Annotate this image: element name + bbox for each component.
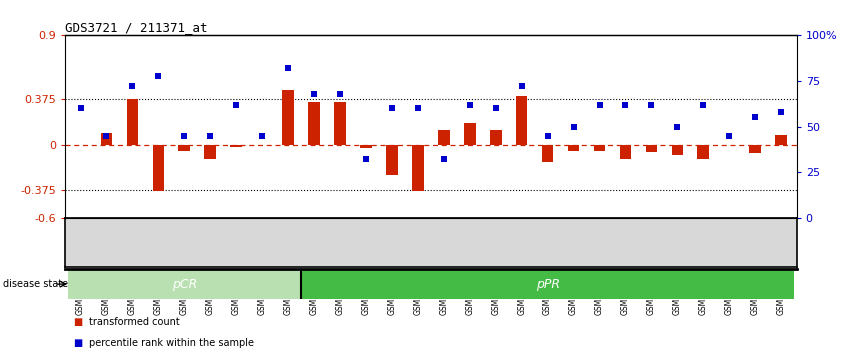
Point	[281, 65, 295, 71]
Bar	[594, 145, 605, 151]
Point	[307, 91, 321, 97]
Bar	[775, 135, 787, 145]
Point	[411, 105, 425, 111]
Text: pCR: pCR	[171, 278, 197, 291]
Bar	[178, 145, 191, 151]
Point	[255, 133, 269, 138]
Bar	[412, 145, 423, 191]
Point	[748, 115, 762, 120]
Point	[696, 102, 710, 108]
Text: GDS3721 / 211371_at: GDS3721 / 211371_at	[65, 21, 208, 34]
Point	[592, 102, 606, 108]
Point	[644, 102, 658, 108]
Bar	[619, 145, 631, 159]
Point	[74, 105, 87, 111]
Bar	[282, 90, 294, 145]
Text: percentile rank within the sample: percentile rank within the sample	[89, 338, 255, 348]
Bar	[204, 145, 216, 159]
Point	[385, 105, 399, 111]
Point	[333, 91, 347, 97]
Point	[126, 84, 139, 89]
Bar	[386, 145, 397, 175]
Bar	[126, 99, 139, 145]
Bar	[671, 145, 683, 154]
Text: transformed count: transformed count	[89, 317, 180, 327]
Point	[152, 73, 165, 78]
Text: ■: ■	[74, 317, 86, 327]
Point	[722, 133, 736, 138]
Point	[514, 84, 528, 89]
Bar	[438, 130, 449, 145]
Bar	[360, 145, 372, 148]
Point	[774, 109, 788, 115]
Point	[359, 156, 373, 162]
Point	[670, 124, 684, 130]
Bar	[645, 145, 657, 152]
Bar	[301, 269, 794, 299]
Bar	[308, 102, 320, 145]
Point	[462, 102, 476, 108]
Point	[488, 105, 502, 111]
Bar	[568, 145, 579, 151]
Point	[618, 102, 632, 108]
Point	[566, 124, 580, 130]
Point	[100, 133, 113, 138]
Bar	[68, 269, 301, 299]
Bar	[230, 145, 242, 147]
Text: disease state: disease state	[3, 279, 68, 289]
Bar	[490, 130, 501, 145]
Bar	[152, 145, 165, 191]
Point	[229, 102, 243, 108]
Bar	[464, 123, 475, 145]
Point	[204, 133, 217, 138]
Bar	[516, 96, 527, 145]
Point	[178, 133, 191, 138]
Bar	[334, 102, 346, 145]
Bar	[749, 145, 761, 153]
Text: ■: ■	[74, 338, 86, 348]
Bar	[697, 145, 709, 159]
Text: pPR: pPR	[535, 278, 559, 291]
Point	[540, 133, 554, 138]
Point	[436, 156, 450, 162]
Bar	[542, 145, 553, 162]
Bar	[100, 133, 113, 145]
